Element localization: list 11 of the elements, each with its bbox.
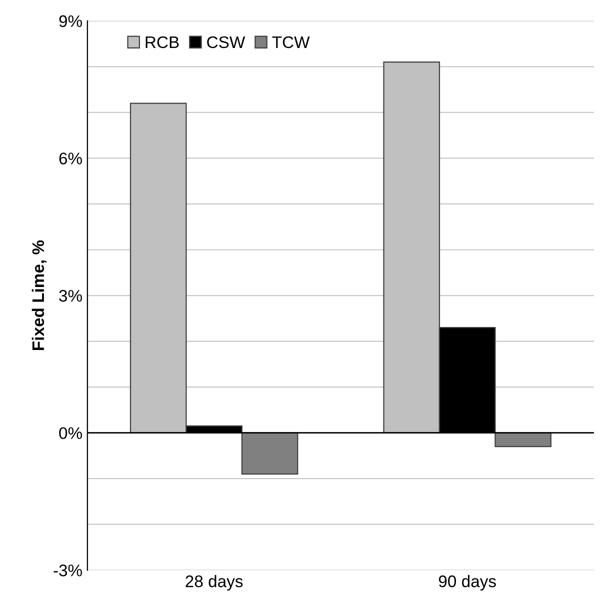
x-tick-label: 90 days [438, 574, 496, 591]
y-tick-label: 3% [59, 290, 82, 302]
y-axis-title: Fixed Lime, % [32, 240, 47, 350]
legend-label: TCW [272, 36, 310, 48]
y-tick-label: -3% [54, 564, 82, 576]
legend-label: RCB [146, 36, 179, 48]
x-tick-label: 28 days [186, 574, 243, 591]
legend-label: CSW [207, 36, 246, 48]
y-tick-label: 9% [59, 15, 82, 28]
y-tick-label: 0% [59, 427, 82, 440]
y-tick-label: 6% [59, 152, 82, 164]
